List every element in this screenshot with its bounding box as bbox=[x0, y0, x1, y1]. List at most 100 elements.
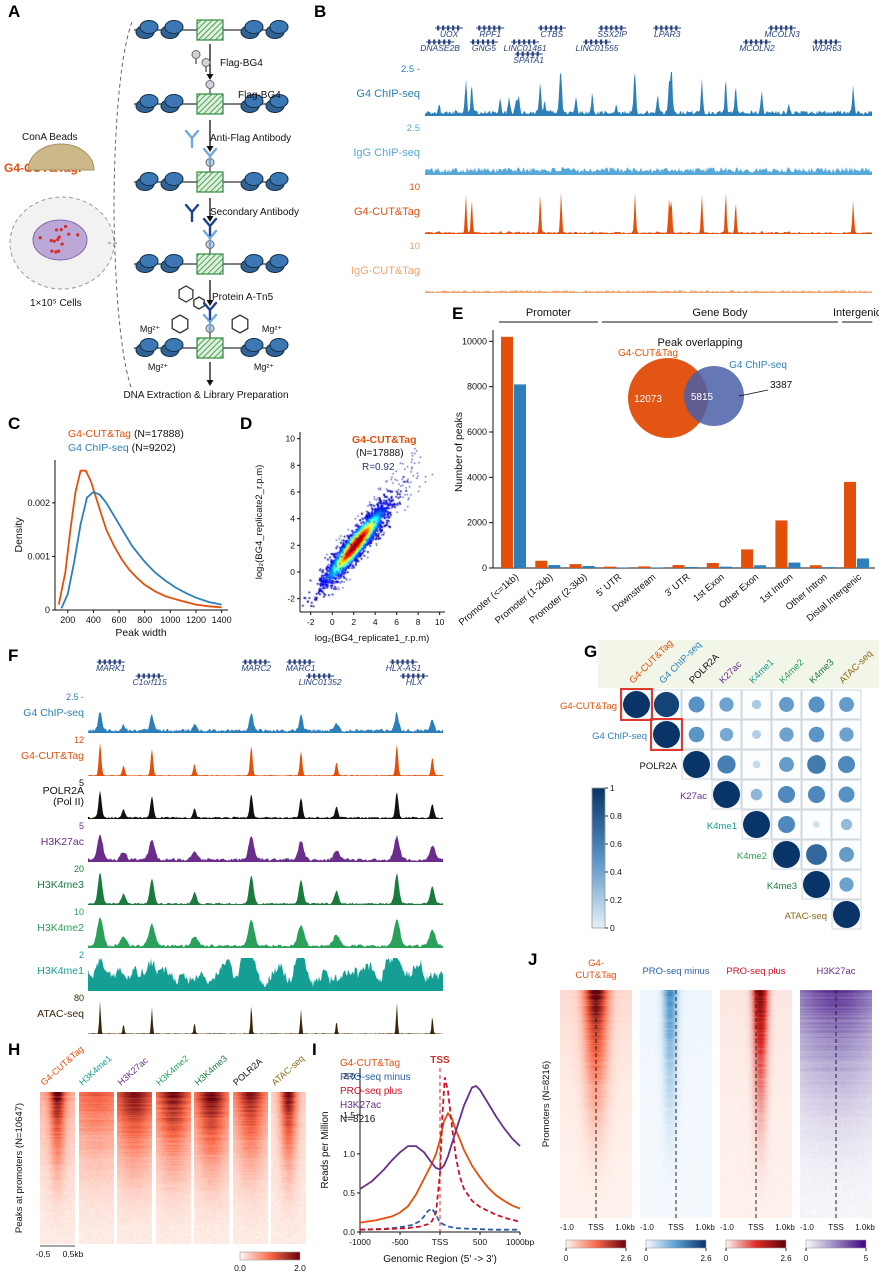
panel-letter-i: I bbox=[312, 1040, 317, 1059]
gene-exon bbox=[442, 25, 445, 31]
legend-item: G4 ChIP-seq (N=9202) bbox=[68, 442, 176, 454]
colorbar-tick-label: 0 bbox=[610, 923, 615, 933]
nucleosome bbox=[139, 172, 159, 186]
track-scale: 12 bbox=[74, 735, 84, 745]
y-tick-label: 0.5 bbox=[343, 1188, 355, 1198]
colorbar-tick-label: 1 bbox=[610, 783, 615, 793]
tn5-hexagon bbox=[178, 285, 194, 303]
antibody-icon bbox=[202, 217, 218, 237]
x-tick-label: -1000 bbox=[349, 1237, 371, 1247]
corr-circle bbox=[839, 877, 854, 892]
gene-exon bbox=[308, 673, 311, 679]
step-label: Protein A-Tn5 bbox=[212, 292, 274, 303]
y-tick-label: 0.0 bbox=[343, 1227, 355, 1237]
signal-track bbox=[88, 834, 443, 862]
profile-curve bbox=[359, 1084, 521, 1190]
mg-label: Mg²⁺ bbox=[262, 324, 282, 334]
gene-exon bbox=[585, 39, 588, 45]
bar-chipseq bbox=[651, 567, 664, 568]
heatmap-col-label: H3K27ac bbox=[116, 1055, 151, 1088]
g4-dot bbox=[38, 236, 42, 240]
track-label: IgG ChIP-seq bbox=[353, 147, 420, 159]
gene-exon bbox=[412, 673, 415, 679]
mg-label: Mg²⁺ bbox=[254, 362, 274, 372]
track-label: G4 ChIP-seq bbox=[23, 707, 84, 719]
g4-dot bbox=[63, 224, 68, 229]
profile-curve bbox=[359, 1077, 521, 1231]
heatmap-col-label: H3K27ac bbox=[816, 966, 855, 977]
mg-label: Mg²⁺ bbox=[140, 324, 160, 334]
panel-letter-c: C bbox=[8, 414, 21, 433]
corr-circle bbox=[808, 726, 825, 743]
gene-exon bbox=[406, 659, 409, 665]
gene-exon bbox=[443, 39, 446, 45]
tn5-hexagon bbox=[171, 314, 189, 334]
track-scale: 10 bbox=[74, 907, 84, 917]
gene-exon bbox=[493, 25, 496, 31]
gene-exon bbox=[447, 25, 450, 31]
gene-exon bbox=[615, 25, 618, 31]
venn-left-label: G4-CUT&Tag bbox=[618, 348, 678, 359]
gene-exon bbox=[600, 39, 603, 45]
nucleosome bbox=[244, 254, 264, 268]
gene-exon bbox=[411, 659, 414, 665]
antibody-icon bbox=[184, 203, 200, 223]
g4-dot bbox=[60, 242, 64, 246]
colorbar-tick-label: 0.0 bbox=[234, 1263, 246, 1273]
gene-exon bbox=[528, 39, 531, 45]
colorbar-tick-label: 2.0 bbox=[294, 1263, 306, 1273]
x-axis-title: Genomic Region (5' -> 3') bbox=[383, 1254, 497, 1265]
gene-exon bbox=[498, 25, 501, 31]
x-tick-label: TSS bbox=[668, 1223, 684, 1232]
panel-letter-h: H bbox=[8, 1040, 21, 1059]
gene-exon bbox=[308, 659, 311, 665]
cells-label: 1×10⁵ Cells bbox=[30, 298, 82, 309]
y-tick-label: 2.0 bbox=[343, 1071, 355, 1081]
colorbar-tick-label: 2.6 bbox=[700, 1254, 712, 1263]
gene-exon bbox=[433, 39, 436, 45]
track-label: POLR2A bbox=[43, 785, 84, 797]
gene-exon bbox=[518, 39, 521, 45]
bar-cuttag bbox=[844, 481, 856, 568]
x-tick-label: 1000 bbox=[160, 615, 180, 625]
gene-exon bbox=[755, 39, 758, 45]
g4-dot bbox=[59, 228, 63, 232]
corr-circle bbox=[653, 691, 680, 718]
panel-letter-g: G bbox=[584, 642, 598, 661]
gene-exon bbox=[750, 39, 753, 45]
gene-exon bbox=[775, 25, 778, 31]
nucleosome bbox=[269, 94, 289, 108]
gene-exon bbox=[476, 39, 480, 45]
bg4-head bbox=[191, 50, 201, 59]
gene-exon bbox=[147, 673, 150, 679]
nucleosome bbox=[139, 94, 159, 108]
signal-track bbox=[425, 72, 872, 116]
group-label: Intergenic bbox=[833, 307, 879, 319]
bracket bbox=[113, 21, 133, 391]
legend-n: N=8216 bbox=[340, 1114, 376, 1125]
gene-exon bbox=[780, 25, 783, 31]
corr-circle bbox=[653, 721, 680, 748]
x-tick-label: TSS bbox=[588, 1223, 604, 1232]
gene-exon bbox=[437, 25, 440, 31]
corr-circle bbox=[839, 847, 854, 862]
gene-exon bbox=[264, 659, 267, 665]
gene-exon bbox=[293, 659, 296, 665]
gene-exon bbox=[770, 25, 773, 31]
x-tick-label: -1.0 bbox=[640, 1223, 654, 1232]
track-scale: 2.5 - bbox=[401, 64, 420, 75]
gene-name: LINC01352 bbox=[299, 677, 342, 687]
g4-dot bbox=[67, 232, 71, 236]
bar-cuttag bbox=[706, 563, 719, 568]
gene-exon bbox=[118, 659, 121, 665]
category-label: 5' UTR bbox=[594, 572, 624, 599]
bar-chipseq bbox=[822, 567, 835, 568]
colorbar-tick-label: 0 bbox=[644, 1254, 649, 1263]
density-curve bbox=[60, 491, 222, 609]
scatter-n: (N=17888) bbox=[356, 448, 404, 459]
gene-exon bbox=[483, 25, 486, 31]
g4-dot bbox=[50, 249, 54, 253]
venn-left-value: 12073 bbox=[634, 394, 662, 405]
gene-exon bbox=[428, 39, 431, 45]
g4-dot bbox=[54, 228, 59, 232]
